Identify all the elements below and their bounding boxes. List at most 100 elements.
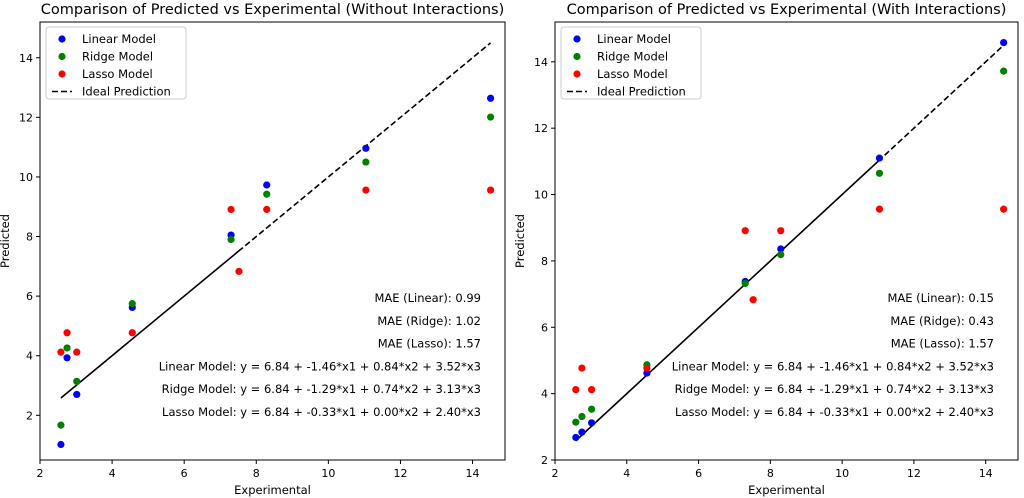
lasso-model-point — [73, 348, 81, 356]
lasso-model-point — [643, 364, 651, 372]
legend-marker — [58, 70, 66, 78]
lasso-model-point — [777, 227, 785, 235]
lasso-model-point — [875, 205, 884, 213]
ridge-model-point — [741, 279, 749, 288]
lasso-model-point — [486, 186, 495, 194]
annotation-text: MAE (Linear): 0.15 — [887, 291, 994, 305]
linear-model-point — [777, 245, 785, 253]
annotation-text: Lasso Model: y = 6.84 + -0.33*x1 + 0.00*… — [162, 405, 481, 419]
y-tick-label: 10 — [534, 189, 548, 202]
chart-title: Comparison of Predicted vs Experimental … — [41, 2, 505, 18]
annotation-text: MAE (Lasso): 1.57 — [378, 337, 481, 351]
linear-model-point — [63, 354, 71, 362]
ideal-prediction-line — [60, 250, 239, 399]
y-tick-label: 4 — [26, 350, 33, 363]
linear-model-point — [263, 181, 271, 189]
lasso-model-point — [227, 205, 235, 214]
ridge-model-point — [128, 299, 136, 308]
annotation-text: Ridge Model: y = 6.84 + -1.29*x1 + 0.74*… — [162, 382, 481, 396]
plot-frame — [554, 21, 1019, 461]
ridge-model-point — [777, 251, 785, 259]
linear-model-point — [572, 433, 580, 442]
lasso-model-point — [263, 205, 271, 214]
linear-model-point — [362, 144, 370, 152]
lasso-model-point — [235, 267, 243, 275]
ideal-prediction-line — [877, 44, 1005, 162]
annotation-text: MAE (Ridge): 0.43 — [890, 314, 994, 328]
y-tick-label: 4 — [541, 388, 548, 401]
linear-model-point — [486, 94, 495, 102]
legend-marker — [573, 52, 581, 61]
x-tick-label: 8 — [253, 467, 260, 480]
ridge-model-point — [73, 377, 81, 385]
legend-marker — [573, 35, 581, 43]
ridge-model-point — [57, 421, 65, 429]
lasso-model-point — [362, 186, 370, 194]
legend-marker — [573, 70, 581, 78]
ridge-model-point — [63, 344, 71, 352]
lasso-model-point — [128, 329, 136, 337]
x-tick-label: 6 — [181, 467, 188, 480]
lasso-model-point — [63, 329, 71, 337]
legend-label: Ideal Prediction — [597, 85, 686, 99]
chart-without-interactions: Comparison of Predicted vs Experimental … — [0, 2, 506, 497]
lasso-model-point — [741, 227, 749, 235]
legend-marker — [58, 52, 66, 61]
legend-label: Ideal Prediction — [82, 85, 171, 99]
ridge-model-point — [227, 235, 235, 244]
annotation-text: MAE (Linear): 0.99 — [374, 291, 481, 305]
linear-model-point — [875, 154, 884, 162]
x-tick-label: 8 — [767, 467, 774, 480]
linear-model-point — [1000, 38, 1008, 47]
linear-model-point — [57, 440, 65, 449]
linear-model-point — [588, 419, 596, 427]
linear-model-point — [578, 428, 586, 436]
y-tick-label: 12 — [534, 122, 548, 135]
x-tick-label: 10 — [835, 467, 849, 480]
legend-marker — [58, 35, 66, 43]
lasso-model-point — [1000, 205, 1008, 213]
legend-box — [560, 26, 702, 100]
x-tick-label: 14 — [979, 467, 993, 480]
x-axis-label: Experimental — [748, 483, 825, 497]
annotation-text: MAE (Ridge): 1.02 — [377, 314, 481, 328]
lasso-model-point — [57, 348, 65, 356]
legend-label: Linear Model — [82, 32, 156, 46]
y-tick-label: 10 — [19, 171, 33, 184]
legend-label: Lasso Model — [597, 67, 668, 81]
y-tick-label: 2 — [541, 454, 548, 467]
ridge-model-point — [263, 190, 271, 198]
ridge-model-point — [578, 412, 586, 421]
y-tick-label: 6 — [541, 321, 548, 334]
y-tick-label: 14 — [19, 52, 33, 65]
y-tick-label: 14 — [534, 56, 548, 69]
lasso-model-point — [578, 364, 586, 372]
legend-box — [45, 26, 187, 100]
x-axis-label: Experimental — [234, 483, 311, 497]
y-axis-label: Predicted — [513, 214, 527, 268]
linear-model-point — [73, 390, 81, 399]
ideal-prediction-line — [575, 160, 879, 442]
chart-with-interactions: Comparison of Predicted vs Experimental … — [513, 2, 1019, 497]
y-tick-label: 8 — [541, 255, 548, 268]
x-tick-label: 6 — [695, 467, 702, 480]
x-tick-label: 4 — [623, 467, 630, 480]
x-tick-label: 4 — [109, 467, 116, 480]
annotation-text: Ridge Model: y = 6.84 + -1.29*x1 + 0.74*… — [675, 382, 994, 396]
y-tick-label: 8 — [26, 231, 33, 244]
x-tick-label: 2 — [552, 467, 559, 480]
y-axis-label: Predicted — [0, 214, 12, 268]
annotation-text: Linear Model: y = 6.84 + -1.46*x1 + 0.84… — [672, 359, 994, 373]
lasso-model-point — [572, 386, 580, 394]
ridge-model-point — [1000, 67, 1008, 75]
plot-frame — [39, 21, 506, 461]
chart-title: Comparison of Predicted vs Experimental … — [567, 2, 1007, 18]
x-tick-label: 10 — [321, 467, 335, 480]
x-tick-label: 12 — [393, 467, 407, 480]
legend-label: Lasso Model — [82, 67, 153, 81]
annotation-text: Lasso Model: y = 6.84 + -0.33*x1 + 0.00*… — [675, 405, 994, 419]
linear-model-point — [643, 369, 651, 377]
x-tick-label: 2 — [37, 467, 44, 480]
lasso-model-point — [749, 296, 757, 304]
x-tick-label: 14 — [466, 467, 480, 480]
